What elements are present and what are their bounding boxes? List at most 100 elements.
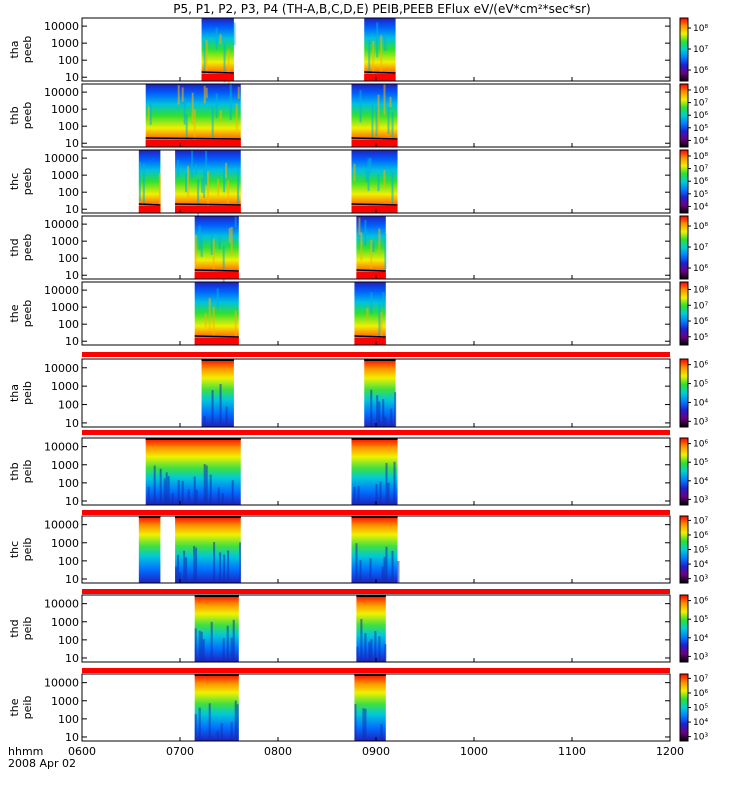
y-tick-label: 100 [58,713,79,726]
spectrogram-texture [383,170,386,189]
spectrogram-texture [384,34,387,51]
spectrogram-texture [221,493,224,505]
spectrogram-texture [380,724,383,741]
spectrogram-texture [380,311,383,340]
spectrogram-texture [225,162,228,179]
spectrogram-texture [227,49,230,85]
spectrogram-texture [367,158,370,192]
y-tick-label: 1000 [51,235,79,248]
colorbar-tick-label: 10⁸ [693,286,708,296]
spectrogram-texture [158,173,161,211]
colorbar-tick-label: 10⁵ [693,124,708,134]
spectrogram-texture [203,463,206,505]
y-tick-label: 10000 [44,677,79,690]
spectrogram-texture [385,462,388,505]
x-tick-label: 0800 [264,745,292,758]
y-tick-label: 10000 [44,20,79,33]
spectrogram-texture [384,644,387,662]
low-energy-band [364,74,396,81]
colorbar-tick-label: 10⁷ [693,243,708,253]
spectrogram-texture [378,300,381,337]
y-tick-label: 1000 [51,169,79,182]
spectrogram-texture [185,172,188,193]
spectrogram-texture [203,167,206,198]
colorbar-tick-label: 10³ [693,575,708,585]
spectrogram-texture [149,101,152,125]
spectrogram-texture [208,703,211,741]
spectrogram-texture [391,112,394,148]
spectrogram-texture [234,310,237,339]
spectrogram-texture [371,102,374,141]
y-tick-label: 100 [58,120,79,133]
y-tick-label: 10 [65,731,79,744]
spectrogram-texture [383,556,386,583]
spectrogram-texture [353,163,356,182]
spectrogram-texture [391,171,394,205]
spectrogram-texture [197,178,200,218]
date-label: 2008 Apr 02 [8,757,76,770]
separator-bar [82,352,670,357]
spectrogram-texture [200,631,203,662]
low-energy-band [354,338,386,345]
y-tick-label: 10000 [44,519,79,532]
low-energy-band [175,206,241,213]
spectrogram-texture [356,646,359,662]
spectrogram-texture [216,288,219,309]
spectrogram-texture [236,704,239,741]
spectrogram-texture [209,474,212,505]
colorbar-tick-label: 10⁷ [693,45,708,55]
spectrogram-segment [351,150,398,213]
spectrogram-texture [385,546,388,583]
spectrogram-texture [220,723,223,741]
colorbar-tick-label: 10⁷ [693,165,708,175]
spectrogram-texture [237,168,240,205]
spectrogram-texture [382,291,385,307]
y-tick-label: 100 [58,634,79,647]
spectrogram-texture [369,157,372,173]
y-tick-label: 10 [65,137,79,150]
colorbar-tick-label: 10⁶ [693,440,708,450]
spectrogram-texture [383,84,386,116]
spectrogram-texture [223,554,226,583]
y-tick-label: 10000 [44,598,79,611]
separator-bar [82,668,670,673]
figure-title: P5, P1, P2, P3, P4 (TH-A,B,C,D,E) PEIB,P… [173,2,590,16]
colorbar-tick-label: 10⁴ [693,560,708,570]
colorbar-tick-label: 10⁶ [693,531,708,541]
colorbar-tick-label: 10⁵ [693,190,708,200]
spectrogram-texture [142,163,145,204]
y-tick-label: 10 [65,71,79,84]
potential-line [138,203,161,206]
spectrogram-texture [357,485,360,505]
colorbar-tick-label: 10⁷ [693,99,708,109]
spectrogram-texture [191,92,194,125]
spectrogram-texture [353,487,356,505]
spectrogram-texture [362,708,365,741]
panel-quantity-label: peib [21,617,34,641]
spectrogram-texture [225,406,228,427]
spectrogram-texture [147,486,150,505]
spectrogram-texture [175,566,178,583]
y-tick-label: 1000 [51,301,79,314]
panel-quantity-label: peeb [21,300,34,328]
spectrogram-texture [205,40,208,79]
colorbar [679,83,689,148]
spectrogram-texture [377,174,380,192]
colorbar-tick-label: 10⁴ [693,477,708,487]
potential-line [356,269,386,272]
spectrogram-texture [153,465,156,505]
spectrogram-texture [359,560,362,583]
spectrogram-texture [234,700,237,741]
colorbar-tick-label: 10⁵ [693,458,708,468]
colorbar [679,358,689,428]
spectrogram-texture [354,704,357,741]
spectrogram-texture [198,630,201,662]
y-tick-label: 10000 [44,218,79,231]
spectrogram-texture [364,219,367,246]
spectrogram-texture [364,708,367,741]
colorbar-tick-label: 10⁴ [693,398,708,408]
colorbar-tick-label: 10⁷ [693,674,708,684]
colorbar-tick-label: 10³ [693,652,708,662]
x-tick-label: 0700 [166,745,194,758]
colorbar-tick-label: 10⁴ [693,718,708,728]
